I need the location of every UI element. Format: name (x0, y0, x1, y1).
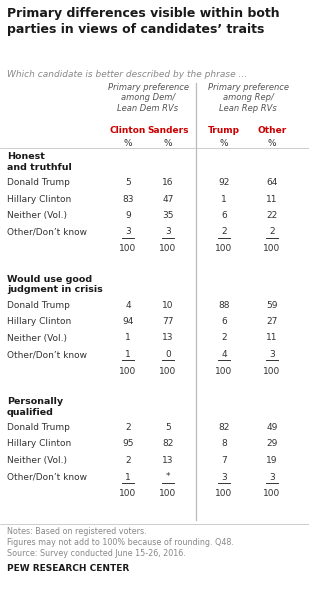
Text: 5: 5 (125, 178, 131, 187)
Text: 3: 3 (165, 227, 171, 236)
Text: 1: 1 (221, 194, 227, 203)
Text: Primary differences visible within both
parties in views of candidates’ traits: Primary differences visible within both … (7, 7, 280, 35)
Text: Notes: Based on registered voters.: Notes: Based on registered voters. (7, 527, 147, 536)
Text: Trump: Trump (208, 126, 240, 135)
Text: 83: 83 (122, 194, 134, 203)
Text: 100: 100 (119, 367, 137, 376)
Text: 64: 64 (266, 178, 278, 187)
Text: 100: 100 (215, 489, 233, 498)
Text: 100: 100 (215, 244, 233, 253)
Text: 2: 2 (269, 227, 275, 236)
Text: 3: 3 (269, 473, 275, 481)
Text: 3: 3 (269, 350, 275, 359)
Text: 100: 100 (159, 367, 177, 376)
Text: 3: 3 (125, 227, 131, 236)
Text: 27: 27 (266, 317, 278, 326)
Text: 1: 1 (125, 350, 131, 359)
Text: Sanders: Sanders (147, 126, 189, 135)
Text: Personally
qualified: Personally qualified (7, 397, 63, 417)
Text: Other/Don’t know: Other/Don’t know (7, 473, 87, 481)
Text: 4: 4 (221, 350, 227, 359)
Text: 100: 100 (119, 244, 137, 253)
Text: 100: 100 (215, 367, 233, 376)
Text: 100: 100 (263, 244, 281, 253)
Text: Hillary Clinton: Hillary Clinton (7, 439, 71, 449)
Text: 6: 6 (221, 211, 227, 220)
Text: Primary preference
among Rep/
Lean Rep RVs: Primary preference among Rep/ Lean Rep R… (208, 83, 289, 113)
Text: Donald Trump: Donald Trump (7, 423, 70, 432)
Text: Which candidate is better described by the phrase ...: Which candidate is better described by t… (7, 70, 247, 79)
Text: 1: 1 (125, 473, 131, 481)
Text: %: % (220, 139, 228, 148)
Text: 6: 6 (221, 317, 227, 326)
Text: Neither (Vol.): Neither (Vol.) (7, 456, 67, 465)
Text: 100: 100 (263, 367, 281, 376)
Text: Hillary Clinton: Hillary Clinton (7, 194, 71, 203)
Text: 77: 77 (162, 317, 174, 326)
Text: 2: 2 (221, 227, 227, 236)
Text: 49: 49 (266, 423, 278, 432)
Text: 11: 11 (266, 334, 278, 343)
Text: Primary preference
among Dem/
Lean Dem RVs: Primary preference among Dem/ Lean Dem R… (108, 83, 188, 113)
Text: 8: 8 (221, 439, 227, 449)
Text: PEW RESEARCH CENTER: PEW RESEARCH CENTER (7, 564, 129, 573)
Text: 100: 100 (159, 489, 177, 498)
Text: Hillary Clinton: Hillary Clinton (7, 317, 71, 326)
Text: 95: 95 (122, 439, 134, 449)
Text: Honest
and truthful: Honest and truthful (7, 152, 72, 172)
Text: 82: 82 (218, 423, 230, 432)
Text: 16: 16 (162, 178, 174, 187)
Text: %: % (124, 139, 132, 148)
Text: 100: 100 (263, 489, 281, 498)
Text: 13: 13 (162, 334, 174, 343)
Text: Would use good
judgment in crisis: Would use good judgment in crisis (7, 275, 103, 294)
Text: 94: 94 (122, 317, 134, 326)
Text: Donald Trump: Donald Trump (7, 301, 70, 310)
Text: 35: 35 (162, 211, 174, 220)
Text: 100: 100 (159, 244, 177, 253)
Text: 9: 9 (125, 211, 131, 220)
Text: 82: 82 (162, 439, 174, 449)
Text: 92: 92 (218, 178, 230, 187)
Text: 11: 11 (266, 194, 278, 203)
Text: Other: Other (257, 126, 287, 135)
Text: Neither (Vol.): Neither (Vol.) (7, 211, 67, 220)
Text: Neither (Vol.): Neither (Vol.) (7, 334, 67, 343)
Text: 0: 0 (165, 350, 171, 359)
Text: 13: 13 (162, 456, 174, 465)
Text: 22: 22 (266, 211, 277, 220)
Text: Clinton: Clinton (110, 126, 146, 135)
Text: 3: 3 (221, 473, 227, 481)
Text: %: % (164, 139, 172, 148)
Text: 1: 1 (125, 334, 131, 343)
Text: Other/Don’t know: Other/Don’t know (7, 350, 87, 359)
Text: 88: 88 (218, 301, 230, 310)
Text: 7: 7 (221, 456, 227, 465)
Text: 2: 2 (125, 423, 131, 432)
Text: Figures may not add to 100% because of rounding. Q48.: Figures may not add to 100% because of r… (7, 538, 234, 547)
Text: 4: 4 (125, 301, 131, 310)
Text: Other/Don’t know: Other/Don’t know (7, 227, 87, 236)
Text: Donald Trump: Donald Trump (7, 178, 70, 187)
Text: 19: 19 (266, 456, 278, 465)
Text: 5: 5 (165, 423, 171, 432)
Text: Source: Survey conducted June 15-26, 2016.: Source: Survey conducted June 15-26, 201… (7, 549, 186, 558)
Text: 2: 2 (221, 334, 227, 343)
Text: 47: 47 (162, 194, 174, 203)
Text: 10: 10 (162, 301, 174, 310)
Text: %: % (268, 139, 276, 148)
Text: 59: 59 (266, 301, 278, 310)
Text: 100: 100 (119, 489, 137, 498)
Text: 2: 2 (125, 456, 131, 465)
Text: 29: 29 (266, 439, 278, 449)
Text: *: * (166, 473, 170, 481)
